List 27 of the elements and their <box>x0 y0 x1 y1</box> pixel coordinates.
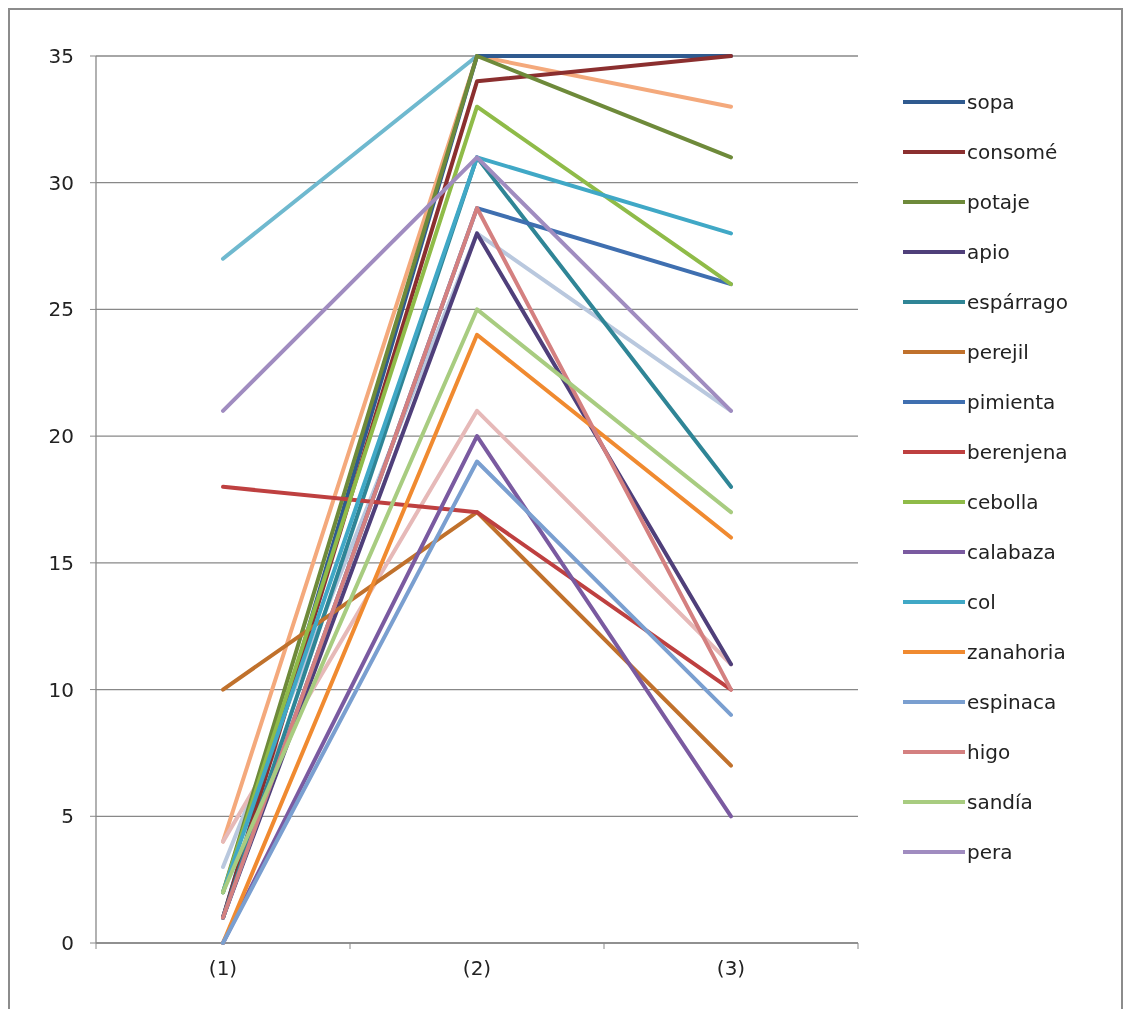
y-tick-label: 35 <box>48 44 74 68</box>
x-tick-label: (3) <box>716 956 746 980</box>
legend-label: higo <box>967 740 1011 764</box>
legend-label: consomé <box>967 140 1058 164</box>
legend-label: sandía <box>967 790 1033 814</box>
y-tick-label: 0 <box>61 931 74 955</box>
legend-label: pimienta <box>967 390 1056 414</box>
legend-label: zanahoria <box>967 640 1066 664</box>
legend-label: espinaca <box>967 690 1057 714</box>
legend-label: pera <box>967 840 1013 864</box>
y-tick-label: 30 <box>48 170 74 195</box>
legend-label: apio <box>967 240 1010 264</box>
y-tick-label: 15 <box>48 550 74 575</box>
x-tick-label: (2) <box>462 956 492 980</box>
legend-label: perejil <box>967 340 1029 364</box>
legend-label: espárrago <box>967 290 1068 314</box>
legend-label: col <box>967 590 996 614</box>
y-tick-label: 5 <box>61 804 74 829</box>
legend-label: calabaza <box>967 540 1056 564</box>
legend-label: cebolla <box>967 490 1039 514</box>
x-tick-label: (1) <box>208 956 238 980</box>
legend-label: sopa <box>967 90 1015 114</box>
y-tick-label: 10 <box>48 677 74 702</box>
legend-label: potaje <box>967 190 1030 214</box>
legend-label: berenjena <box>967 440 1068 464</box>
y-tick-label: 20 <box>48 424 74 449</box>
y-tick-label: 25 <box>48 297 74 322</box>
